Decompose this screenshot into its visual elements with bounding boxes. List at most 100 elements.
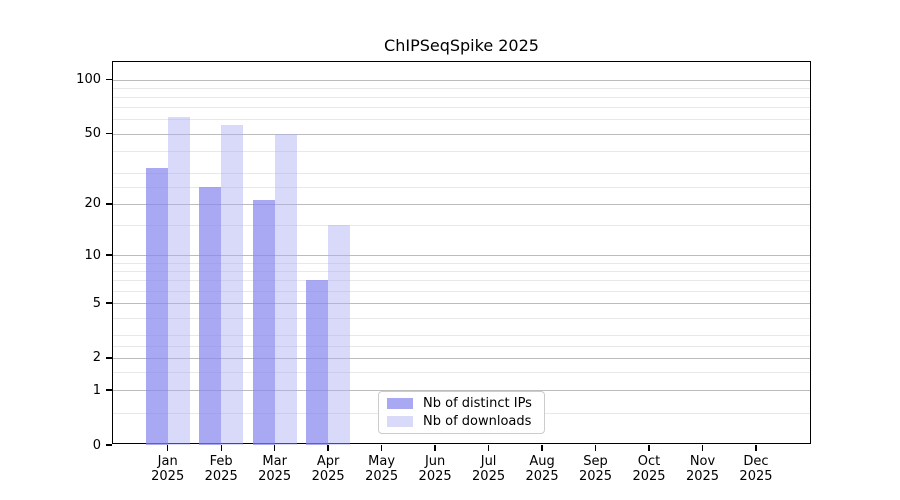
legend-swatch-downloads	[387, 416, 413, 427]
x-tick-label-apr: Apr 2025	[300, 454, 356, 484]
gridline-minor	[113, 270, 810, 272]
y-tick-2	[106, 357, 112, 359]
y-tick-label-100: 100	[76, 72, 101, 87]
x-tick-sep	[594, 445, 597, 451]
x-tick-year: 2025	[525, 469, 559, 484]
bar-distinct-ips-jan	[145, 168, 168, 445]
y-tick-50	[106, 132, 112, 135]
x-tick-label-feb: Feb 2025	[193, 454, 249, 484]
x-tick-year: 2025	[632, 469, 666, 484]
x-tick-oct	[648, 445, 650, 451]
x-tick-jan	[167, 445, 169, 451]
y-tick-label-20: 20	[84, 196, 101, 212]
x-tick-year: 2025	[739, 469, 773, 484]
bar-distinct-ips-mar	[252, 200, 275, 445]
x-tick-label-sep: Sep 2025	[568, 454, 624, 484]
gridline-minor	[113, 345, 810, 347]
x-tick-month: Dec	[743, 454, 769, 469]
legend-item-downloads: Nb of downloads	[387, 414, 536, 429]
legend: Nb of distinct IPs Nb of downloads	[378, 391, 545, 434]
x-tick-label-jul: Jul 2025	[461, 454, 517, 484]
x-tick-apr	[327, 445, 329, 451]
gridline-minor	[113, 290, 810, 292]
y-tick-label-2: 2	[92, 350, 101, 366]
x-tick-feb	[220, 445, 222, 451]
x-tick-month: Oct	[637, 454, 661, 469]
x-tick-month: Apr	[316, 454, 340, 469]
bar-distinct-ips-apr	[306, 280, 329, 445]
gridline-minor	[113, 280, 810, 282]
y-tick-label-10: 10	[84, 247, 101, 263]
gridline-minor	[113, 96, 810, 98]
chart-title: ChIPSeqSpike 2025	[384, 36, 539, 55]
legend-label-downloads: Nb of downloads	[423, 414, 532, 429]
gridline-minor	[113, 119, 810, 121]
x-tick-year: 2025	[472, 469, 506, 484]
y-tick-100	[106, 78, 112, 81]
gridline-major	[113, 133, 810, 135]
gridline-minor	[113, 107, 810, 109]
y-tick-10	[106, 254, 112, 256]
x-tick-label-jun: Jun 2025	[407, 454, 463, 484]
y-tick-label-1: 1	[92, 382, 101, 398]
legend-swatch-distinct-ips	[387, 398, 413, 409]
x-tick-year: 2025	[258, 469, 292, 484]
x-tick-mar	[274, 445, 276, 451]
x-tick-label-aug: Aug 2025	[514, 454, 570, 484]
y-tick-1	[106, 389, 112, 391]
gridline-major	[113, 303, 810, 305]
y-tick-20	[106, 203, 112, 205]
x-tick-label-dec: Dec 2025	[728, 454, 784, 484]
gridline-minor	[113, 173, 810, 175]
gridline-minor	[113, 225, 810, 227]
x-tick-month: Jul	[480, 454, 497, 469]
y-tick-label-50: 50	[84, 126, 101, 142]
y-tick-label-5: 5	[92, 295, 101, 311]
gridline-major	[113, 79, 810, 81]
x-tick-year: 2025	[685, 469, 720, 484]
x-tick-month: Feb	[209, 454, 233, 469]
x-tick-year: 2025	[365, 469, 399, 484]
gridline-minor	[113, 150, 810, 152]
x-tick-aug	[541, 445, 543, 451]
x-tick-nov	[701, 445, 704, 451]
gridline-minor	[113, 186, 810, 188]
x-tick-dec	[755, 445, 757, 451]
x-tick-year: 2025	[151, 469, 185, 484]
gridline-minor	[113, 317, 810, 319]
x-tick-label-jan: Jan 2025	[140, 454, 196, 484]
x-tick-month: Jun	[424, 454, 446, 469]
x-tick-jun	[434, 445, 436, 451]
x-tick-label-mar: Mar 2025	[247, 454, 303, 484]
legend-label-distinct-ips: Nb of distinct IPs	[423, 396, 532, 411]
x-tick-month: Nov	[689, 454, 716, 469]
y-tick-0	[106, 444, 112, 446]
x-tick-month: Jan	[157, 454, 178, 469]
gridline-minor	[113, 372, 810, 374]
plot-area: 0 1 2 5 10 20 50 100 Jan 2025 Feb 2025 Mar 2025 Apr 202…	[76, 61, 811, 484]
x-tick-year: 2025	[578, 469, 613, 484]
gridline-major	[113, 357, 810, 359]
x-tick-label-may: May 2025	[354, 454, 410, 484]
bar-downloads-apr	[328, 225, 351, 445]
x-tick-year: 2025	[204, 469, 238, 484]
gridline-major	[113, 203, 810, 205]
x-tick-month: Mar	[262, 454, 287, 469]
x-tick-month: May	[368, 454, 396, 469]
x-tick-may	[380, 445, 383, 451]
x-tick-jul	[487, 445, 490, 451]
legend-item-distinct-ips: Nb of distinct IPs	[387, 396, 536, 411]
bar-distinct-ips-feb	[199, 186, 222, 445]
gridline-major	[113, 255, 810, 257]
gridline-minor	[113, 335, 810, 337]
bar-downloads-jan	[167, 116, 190, 445]
x-tick-label-nov: Nov 2025	[675, 454, 731, 484]
x-tick-month: Aug	[529, 454, 555, 469]
gridline-major	[113, 390, 810, 392]
y-tick-label-0: 0	[92, 437, 101, 453]
y-tick-5	[106, 302, 112, 304]
gridline-minor	[113, 262, 810, 264]
x-tick-month: Sep	[583, 454, 608, 469]
x-tick-year: 2025	[311, 469, 345, 484]
